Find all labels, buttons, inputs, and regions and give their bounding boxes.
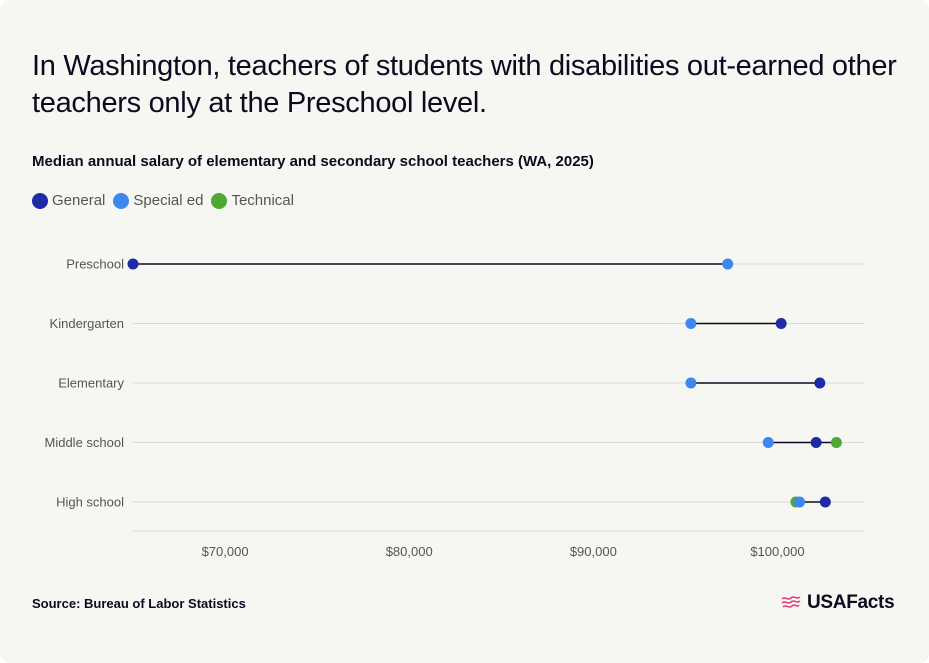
category-label-elementary: Elementary xyxy=(58,376,124,391)
dot-general-kindergarten xyxy=(775,318,787,329)
dot-general-high-school xyxy=(819,496,831,508)
dot-special-ed-preschool xyxy=(722,258,734,270)
category-label-preschool: Preschool xyxy=(66,257,124,272)
legend-swatch-technical xyxy=(211,192,228,209)
category-label-kindergarten: Kindergarten xyxy=(50,316,124,331)
legend-label-special-ed: Special ed xyxy=(133,192,204,209)
dot-general-middle-school xyxy=(810,437,822,448)
chart-title: In Washington, teachers of students with… xyxy=(32,50,897,119)
dot-general-elementary xyxy=(814,377,826,389)
x-tick-label: $70,000 xyxy=(202,544,249,559)
x-tick-label: $100,000 xyxy=(750,544,804,559)
usafacts-logo[interactable]: USAFacts xyxy=(780,592,895,614)
chart-subtitle: Median annual salary of elementary and s… xyxy=(32,153,594,170)
dot-special-ed-elementary xyxy=(685,377,697,389)
x-tick-label: $90,000 xyxy=(570,544,617,559)
dot-technical-middle-school xyxy=(830,437,842,448)
category-label-high-school: High school xyxy=(56,495,124,510)
x-tick-label: $80,000 xyxy=(386,544,433,559)
category-label-middle-school: Middle school xyxy=(45,435,125,450)
legend: General Special ed Technical xyxy=(32,192,302,209)
dot-general-preschool xyxy=(127,258,139,270)
legend-swatch-general xyxy=(32,192,48,209)
legend-label-general: General xyxy=(52,192,106,209)
legend-item-special-ed: Special ed xyxy=(113,192,203,209)
usa-flag-icon xyxy=(781,596,801,608)
dot-special-ed-high-school xyxy=(794,496,806,508)
logo-text: USAFacts xyxy=(807,592,895,613)
legend-item-general: General xyxy=(32,192,105,209)
source-note: Source: Bureau of Labor Statistics xyxy=(32,596,246,611)
legend-item-technical: Technical xyxy=(211,192,294,209)
legend-swatch-special-ed xyxy=(113,192,130,209)
legend-label-technical: Technical xyxy=(231,192,294,209)
dot-special-ed-kindergarten xyxy=(685,318,697,329)
dot-special-ed-middle-school xyxy=(762,437,774,448)
